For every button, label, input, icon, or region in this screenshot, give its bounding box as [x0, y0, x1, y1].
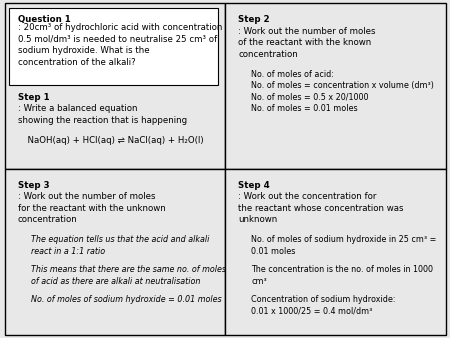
Text: Step 4: Step 4 — [238, 180, 270, 190]
Text: showing the reaction that is happening: showing the reaction that is happening — [18, 116, 187, 125]
Text: cm³: cm³ — [252, 276, 267, 286]
Text: The concentration is the no. of moles in 1000: The concentration is the no. of moles in… — [252, 265, 433, 274]
Text: for the reactant with the unknown: for the reactant with the unknown — [18, 204, 166, 213]
Text: Step 2: Step 2 — [238, 15, 270, 24]
Text: Concentration of sodium hydroxide:: Concentration of sodium hydroxide: — [252, 295, 396, 304]
Text: concentration: concentration — [18, 215, 77, 224]
Text: 0.5 mol/dm³ is needed to neutralise 25 cm³ of: 0.5 mol/dm³ is needed to neutralise 25 c… — [18, 35, 217, 44]
Text: : Work out the number of moles: : Work out the number of moles — [18, 192, 155, 201]
Text: The equation tells us that the acid and alkali: The equation tells us that the acid and … — [31, 235, 209, 244]
Text: This means that there are the same no. of moles: This means that there are the same no. o… — [31, 265, 226, 274]
Text: concentration of the alkali?: concentration of the alkali? — [18, 58, 135, 67]
Text: No. of moles = concentration x volume (dm³): No. of moles = concentration x volume (d… — [252, 81, 434, 90]
Text: of acid as there are alkali at neutralisation: of acid as there are alkali at neutralis… — [31, 276, 200, 286]
Text: : Write a balanced equation: : Write a balanced equation — [18, 104, 137, 114]
Text: NaOH(aq) + HCl(aq) ⇌ NaCl(aq) + H₂O(l): NaOH(aq) + HCl(aq) ⇌ NaCl(aq) + H₂O(l) — [22, 136, 204, 145]
Text: the reactant whose concentration was: the reactant whose concentration was — [238, 204, 404, 213]
Text: : Work out the concentration for: : Work out the concentration for — [238, 192, 377, 201]
Text: concentration: concentration — [238, 50, 298, 59]
Text: unknown: unknown — [238, 215, 278, 224]
Text: of the reactant with the known: of the reactant with the known — [238, 38, 372, 47]
Text: : 20cm³ of hydrochloric acid with concentration: : 20cm³ of hydrochloric acid with concen… — [18, 23, 222, 32]
Text: No. of moles = 0.5 x 20/1000: No. of moles = 0.5 x 20/1000 — [252, 93, 369, 102]
Text: Step 3: Step 3 — [18, 180, 50, 190]
FancyBboxPatch shape — [9, 8, 218, 84]
Text: 0.01 x 1000/25 = 0.4 mol/dm³: 0.01 x 1000/25 = 0.4 mol/dm³ — [252, 307, 373, 315]
Text: No. of moles of sodium hydroxide in 25 cm³ =: No. of moles of sodium hydroxide in 25 c… — [252, 235, 437, 244]
Text: 0.01 moles: 0.01 moles — [252, 247, 296, 256]
Text: No. of moles of acid:: No. of moles of acid: — [252, 70, 334, 79]
Text: sodium hydroxide. What is the: sodium hydroxide. What is the — [18, 46, 149, 55]
Text: react in a 1:1 ratio: react in a 1:1 ratio — [31, 247, 105, 256]
Text: Step 1: Step 1 — [18, 93, 50, 102]
Text: No. of moles = 0.01 moles: No. of moles = 0.01 moles — [252, 104, 358, 114]
Text: Question 1: Question 1 — [18, 15, 71, 24]
Text: No. of moles of sodium hydroxide = 0.01 moles: No. of moles of sodium hydroxide = 0.01 … — [31, 295, 221, 304]
Text: : Work out the number of moles: : Work out the number of moles — [238, 27, 376, 35]
